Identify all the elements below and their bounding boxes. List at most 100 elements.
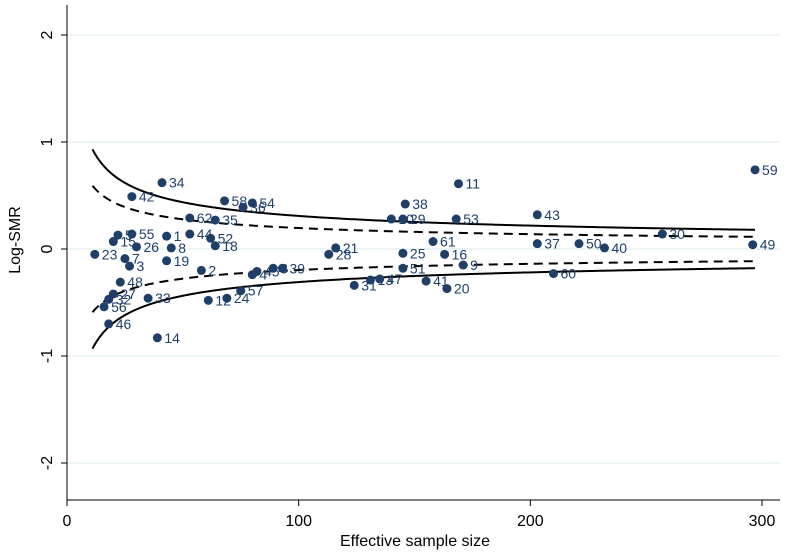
data-point (574, 239, 584, 249)
data-point (268, 263, 278, 273)
point-label: 11 (466, 176, 481, 192)
point-label: 48 (127, 274, 143, 290)
data-point (349, 280, 359, 290)
data-point (454, 179, 464, 189)
point-label: 33 (155, 290, 171, 306)
data-point (451, 214, 461, 224)
data-point (421, 276, 431, 286)
point-label: 42 (139, 189, 155, 205)
data-point (440, 249, 450, 259)
data-point (750, 165, 760, 175)
point-label: 58 (232, 193, 248, 209)
point-label: 26 (144, 239, 160, 255)
point-label: 61 (440, 234, 456, 250)
point-label: 8 (178, 240, 186, 256)
point-label: 55 (139, 226, 155, 242)
data-point (324, 249, 334, 259)
point-label: 13 (377, 272, 393, 288)
data-point (220, 196, 230, 206)
data-points: 5949304050603743115392016614138292551471… (90, 162, 778, 346)
data-point (748, 240, 758, 250)
point-label: 41 (433, 273, 449, 289)
y-axis-title: Log-SMR (7, 206, 24, 274)
point-label: 40 (611, 240, 627, 256)
point-label: 4 (259, 267, 267, 283)
data-point (162, 231, 172, 241)
data-point (210, 241, 220, 251)
point-label: 38 (412, 196, 428, 212)
x-tick-label: 0 (63, 513, 72, 530)
data-point (132, 242, 141, 252)
outer-limit-lower (91, 267, 756, 350)
point-label: 59 (762, 162, 778, 178)
data-point (185, 229, 195, 239)
point-label: 25 (410, 245, 426, 261)
point-label: 54 (259, 195, 275, 211)
y-ticks: -2 -1 0 1 2 (39, 30, 67, 470)
point-label: 62 (197, 210, 213, 226)
data-point (127, 229, 137, 239)
data-point (532, 239, 542, 249)
y-tick-label: 2 (39, 30, 56, 39)
point-label: 50 (586, 236, 602, 252)
point-label: 1 (174, 228, 182, 244)
point-label: 28 (336, 246, 352, 262)
y-tick-label: -2 (39, 456, 56, 470)
data-point (113, 230, 123, 240)
data-point (210, 215, 220, 225)
point-label: 15 (120, 234, 136, 250)
point-label: 14 (164, 330, 180, 346)
axes (66, 5, 780, 501)
point-label: 9 (470, 257, 478, 273)
point-label: 51 (410, 260, 426, 276)
data-point (247, 270, 257, 280)
data-point (115, 277, 125, 287)
data-point (196, 265, 206, 275)
data-point (206, 233, 216, 243)
point-label: 47 (387, 271, 403, 287)
data-point (157, 178, 167, 188)
point-label: 3 (137, 258, 145, 274)
data-point (162, 256, 172, 266)
point-label: 53 (463, 211, 479, 227)
point-label: 45 (264, 263, 280, 279)
point-label: 56 (111, 299, 127, 315)
point-label: 30 (669, 226, 685, 242)
x-tick-label: 100 (285, 513, 312, 530)
inner-limit-lower (91, 260, 756, 313)
data-point (152, 333, 162, 343)
point-label: 20 (454, 281, 470, 297)
y-tick-label: 1 (39, 137, 56, 146)
point-label: 44 (197, 226, 213, 242)
x-axis-title: Effective sample size (340, 533, 490, 550)
data-point (127, 192, 137, 202)
point-label: 36 (250, 199, 266, 215)
point-label: 52 (218, 230, 234, 246)
point-label: 49 (760, 237, 776, 253)
data-point (599, 243, 609, 253)
x-tick-label: 200 (517, 513, 544, 530)
data-point (143, 293, 153, 303)
data-point (398, 248, 408, 258)
point-label: 23 (102, 246, 118, 262)
point-label: 2 (208, 262, 216, 278)
point-label: 32 (116, 291, 132, 307)
point-label: 16 (452, 246, 468, 262)
point-label: 43 (544, 207, 560, 223)
point-label: 60 (561, 266, 577, 282)
point-label: 18 (222, 238, 238, 254)
data-point (236, 286, 246, 296)
point-label: 24 (234, 290, 250, 306)
point-label: 39 (289, 260, 305, 276)
data-point (331, 243, 341, 253)
data-point (99, 302, 109, 312)
point-label: 10 (398, 211, 414, 227)
data-point (203, 295, 213, 305)
data-point (375, 274, 385, 284)
point-label: 19 (174, 253, 190, 269)
data-point (549, 269, 558, 279)
data-point (458, 260, 468, 270)
data-point (442, 284, 452, 294)
data-point (247, 198, 257, 208)
point-label: 27 (120, 286, 136, 302)
